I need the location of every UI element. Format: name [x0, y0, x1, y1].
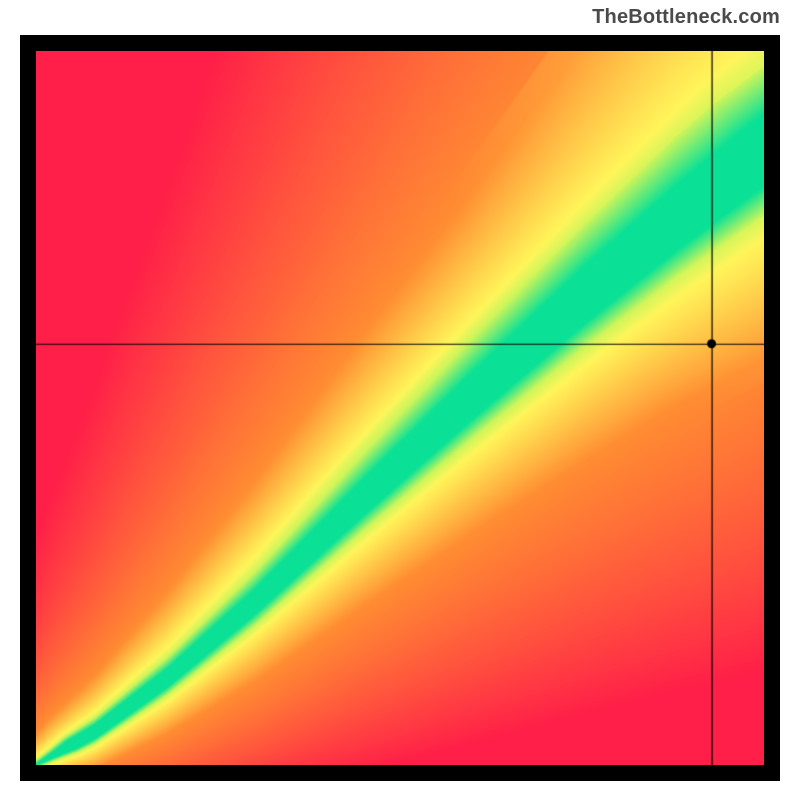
- chart-container: TheBottleneck.com: [0, 0, 800, 800]
- watermark-text: TheBottleneck.com: [592, 6, 780, 29]
- crosshair-canvas: [36, 51, 764, 765]
- plot-area: [20, 35, 780, 781]
